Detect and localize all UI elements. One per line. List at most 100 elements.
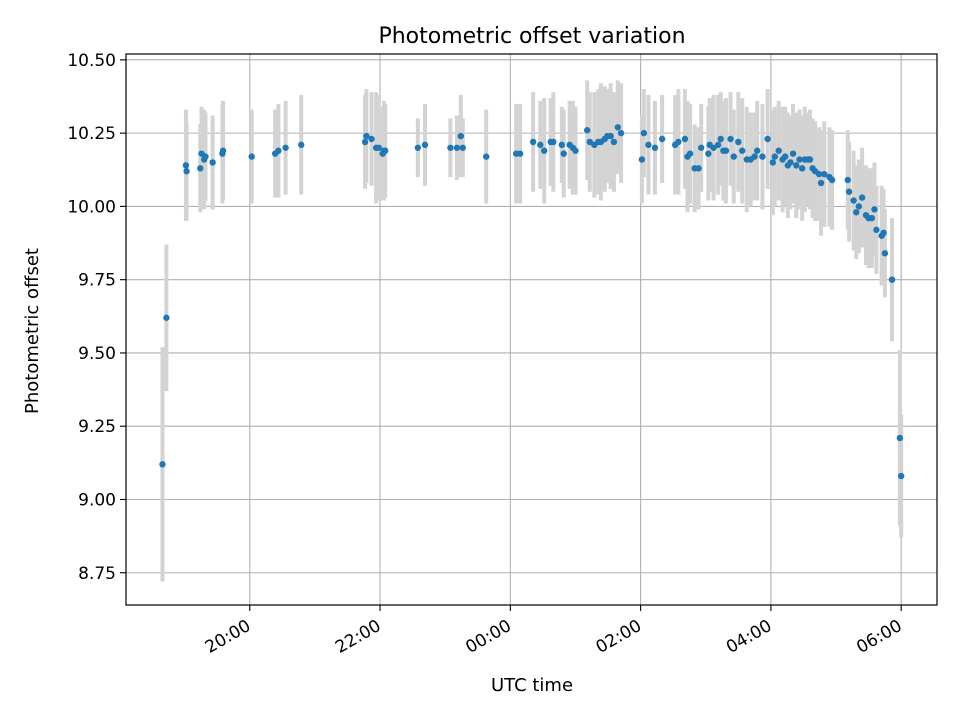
data-point <box>675 138 682 146</box>
y-tick-label: 10.00 <box>67 197 116 217</box>
data-point <box>798 165 806 172</box>
data-point <box>298 141 305 149</box>
data-points <box>159 124 905 480</box>
data-point <box>764 135 771 143</box>
data-point <box>881 250 889 257</box>
data-point <box>730 153 737 160</box>
data-point <box>888 276 896 283</box>
x-axis-label: UTC time <box>491 675 573 696</box>
data-point <box>651 144 659 151</box>
y-tick-label: 10.50 <box>67 51 116 71</box>
data-point <box>457 132 465 140</box>
data-point <box>787 159 794 166</box>
data-point <box>806 156 814 163</box>
data-point <box>572 147 579 154</box>
data-point <box>159 461 166 468</box>
data-point <box>607 132 614 140</box>
data-point <box>873 226 880 234</box>
data-point <box>710 144 717 151</box>
data-point <box>815 170 823 178</box>
data-point <box>421 141 429 149</box>
data-point <box>638 156 646 163</box>
data-point <box>516 150 524 157</box>
data-point <box>414 144 422 151</box>
data-point <box>248 153 255 160</box>
chart-title: Photometric offset variation <box>378 24 685 49</box>
data-point <box>828 176 836 184</box>
data-point <box>871 206 878 213</box>
data-point <box>686 150 694 157</box>
data-point <box>821 170 828 178</box>
data-point <box>775 147 782 154</box>
data-point <box>782 153 789 160</box>
data-point <box>769 159 777 166</box>
data-point <box>658 135 666 143</box>
data-point <box>789 150 797 157</box>
data-point <box>163 314 170 321</box>
data-point <box>537 141 544 149</box>
data-point <box>483 153 490 160</box>
y-tick-label: 9.50 <box>78 344 116 364</box>
data-point <box>219 147 227 154</box>
data-point <box>363 132 370 140</box>
y-tick-label: 9.25 <box>78 417 116 437</box>
data-point <box>880 229 887 236</box>
data-point <box>361 138 369 146</box>
data-point <box>275 147 282 154</box>
data-point <box>459 144 466 151</box>
data-point <box>182 162 190 169</box>
data-point <box>796 156 803 163</box>
data-point <box>722 147 730 154</box>
data-point <box>617 129 625 137</box>
data-point <box>586 138 594 146</box>
data-point <box>209 159 216 166</box>
data-point <box>583 127 591 134</box>
data-point <box>282 144 289 151</box>
data-point <box>375 144 382 151</box>
y-tick-label: 9.00 <box>78 490 116 510</box>
y-axis-label: Photometric offset <box>22 248 43 414</box>
data-point <box>560 150 567 157</box>
data-point <box>751 153 758 160</box>
data-point <box>558 141 565 149</box>
data-point <box>645 141 652 149</box>
data-point <box>550 138 557 146</box>
data-point <box>368 135 375 143</box>
y-tick-label: 9.75 <box>78 271 116 291</box>
data-point <box>897 472 905 480</box>
data-point <box>529 138 537 146</box>
data-point <box>717 135 724 143</box>
data-point <box>850 197 857 204</box>
data-point <box>614 124 622 131</box>
data-point <box>868 214 876 222</box>
data-point <box>705 150 712 157</box>
data-point <box>183 168 190 175</box>
y-tick-label: 8.75 <box>78 564 116 584</box>
data-point <box>714 141 722 149</box>
data-point <box>855 203 863 210</box>
data-point <box>727 135 734 143</box>
y-tick-label: 10.25 <box>67 124 116 144</box>
data-point <box>739 147 746 154</box>
plot-frame <box>125 53 938 606</box>
data-point <box>817 179 825 187</box>
data-point <box>771 153 778 160</box>
data-point <box>453 144 461 151</box>
data-point <box>695 165 702 172</box>
y-axis-ticks: 8.75 9.00 9.25 9.50 9.75 10.00 10.25 10.50 <box>67 51 126 584</box>
data-point <box>735 138 742 146</box>
data-point <box>793 162 800 169</box>
data-point <box>896 434 904 442</box>
data-point <box>697 144 705 151</box>
data-point <box>754 147 761 154</box>
data-point <box>202 153 209 160</box>
data-point <box>610 138 618 146</box>
data-point <box>382 147 389 154</box>
data-point <box>197 165 204 172</box>
data-point <box>759 153 766 160</box>
data-point <box>853 209 860 216</box>
data-point <box>640 129 648 137</box>
data-point <box>447 144 454 151</box>
